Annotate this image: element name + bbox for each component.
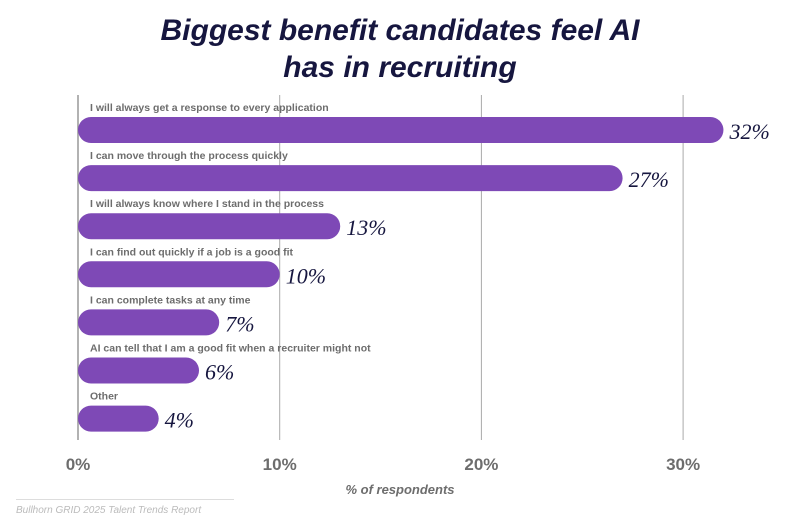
source-note: Bullhorn GRID 2025 Talent Trends Report xyxy=(16,499,234,516)
category-label: Other xyxy=(90,391,118,403)
data-label: 27% xyxy=(629,167,669,192)
chart-title: Biggest benefit candidates feel AI has i… xyxy=(0,12,800,86)
category-label: I can complete tasks at any time xyxy=(90,294,251,306)
data-label: 7% xyxy=(225,311,254,336)
x-tick-label: 30% xyxy=(666,455,700,474)
bar xyxy=(78,405,159,432)
bar xyxy=(78,165,623,192)
data-label: 10% xyxy=(286,263,326,288)
category-label: I will always know where I stand in the … xyxy=(90,198,324,210)
x-tick-label: 20% xyxy=(464,455,498,474)
bar xyxy=(78,261,280,288)
category-label: I can move through the process quickly xyxy=(90,150,288,162)
data-label: 4% xyxy=(165,408,194,433)
bar xyxy=(78,117,724,143)
bar xyxy=(78,357,200,384)
title-line-2: has in recruiting xyxy=(283,51,517,84)
category-label: AI can tell that I am a good fit when a … xyxy=(90,343,371,355)
category-label: I will always get a response to every ap… xyxy=(90,102,329,114)
x-axis-label: % of respondents xyxy=(345,482,454,497)
bar xyxy=(78,213,341,240)
x-tick-label: 0% xyxy=(66,455,91,474)
x-tick-label: 10% xyxy=(263,455,297,474)
category-label: I can find out quickly if a job is a goo… xyxy=(90,246,294,258)
data-label: 32% xyxy=(728,119,769,144)
title-line-1: Biggest benefit candidates feel AI xyxy=(160,14,640,47)
data-label: 13% xyxy=(346,215,386,240)
bar xyxy=(78,309,220,336)
data-label: 6% xyxy=(205,360,234,385)
